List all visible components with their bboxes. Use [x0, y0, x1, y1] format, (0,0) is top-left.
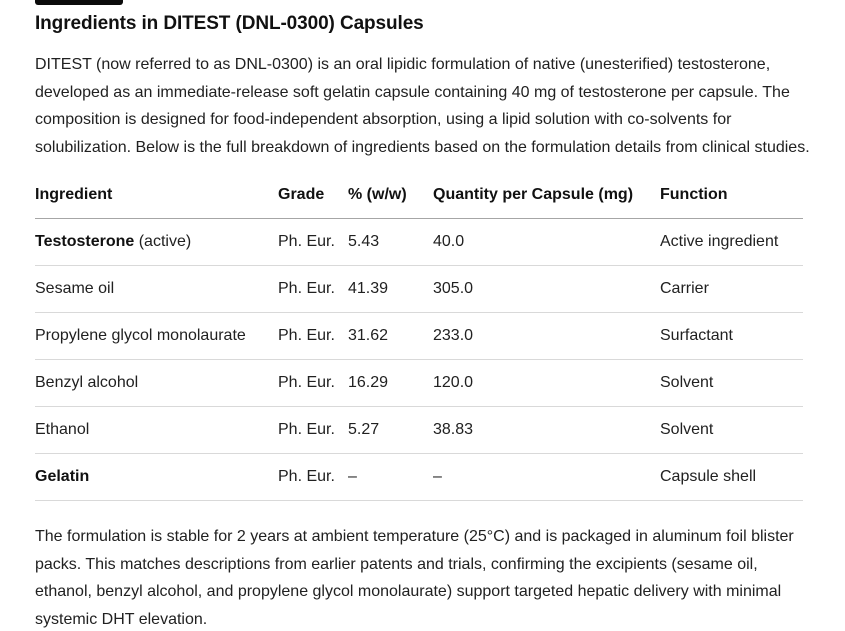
table-row: Testosterone (active) Ph. Eur. 5.43 40.0… [35, 219, 803, 266]
percent-cell: 41.39 [348, 280, 389, 297]
ingredient-name: Gelatin [35, 468, 90, 485]
quantity-cell: 40.0 [433, 233, 465, 250]
function-cell: Carrier [660, 280, 709, 297]
ingredient-name: Sesame oil [35, 280, 115, 297]
percent-cell: 31.62 [348, 327, 389, 344]
ingredient-name: Testosterone [35, 233, 135, 250]
grade-cell: Ph. Eur. [278, 327, 335, 344]
function-cell: Surfactant [660, 327, 733, 344]
ingredient-cell: Sesame oil [35, 266, 278, 313]
ingredients-table: Ingredient Grade % (w/w) Quantity per Ca… [35, 176, 803, 501]
table-row: Propylene glycol monolaurate Ph. Eur. 31… [35, 313, 803, 360]
column-header-grade: Grade [278, 186, 325, 203]
ingredient-cell: Ethanol [35, 407, 278, 454]
column-header-percent: % (w/w) [348, 186, 407, 203]
ingredient-name: Propylene glycol monolaurate [35, 327, 246, 344]
grade-cell: Ph. Eur. [278, 233, 335, 250]
ingredient-cell: Testosterone (active) [35, 219, 278, 266]
quantity-cell: – [433, 468, 442, 485]
table-row: Ethanol Ph. Eur. 5.27 38.83 Solvent [35, 407, 803, 454]
quantity-cell: 120.0 [433, 374, 474, 391]
table-row: Gelatin Ph. Eur. – – Capsule shell [35, 454, 803, 501]
ingredient-cell: Propylene glycol monolaurate [35, 313, 278, 360]
grade-cell: Ph. Eur. [278, 374, 335, 391]
ingredient-cell: Gelatin [35, 454, 278, 501]
ingredient-name: Benzyl alcohol [35, 374, 139, 391]
closing-paragraph: The formulation is stable for 2 years at… [35, 528, 794, 628]
intro-paragraph: DITEST (now referred to as DNL-0300) is … [35, 56, 810, 156]
percent-cell: 5.27 [348, 421, 380, 438]
document-content: Ingredients in DITEST (DNL-0300) Capsule… [0, 11, 845, 631]
grade-cell: Ph. Eur. [278, 280, 335, 297]
grade-cell: Ph. Eur. [278, 468, 335, 485]
clipped-element-top [35, 0, 123, 5]
column-header-quantity: Quantity per Capsule (mg) [433, 186, 634, 203]
percent-cell: 16.29 [348, 374, 389, 391]
function-cell: Solvent [660, 421, 714, 438]
ingredient-note: (active) [134, 233, 192, 250]
ingredient-cell: Benzyl alcohol [35, 360, 278, 407]
page-title: Ingredients in DITEST (DNL-0300) Capsule… [35, 13, 424, 34]
grade-cell: Ph. Eur. [278, 421, 335, 438]
column-header-function: Function [660, 186, 728, 203]
percent-cell: – [348, 468, 357, 485]
function-cell: Capsule shell [660, 468, 757, 485]
percent-cell: 5.43 [348, 233, 380, 250]
table-header-row: Ingredient Grade % (w/w) Quantity per Ca… [35, 176, 803, 219]
quantity-cell: 233.0 [433, 327, 474, 344]
table-row: Sesame oil Ph. Eur. 41.39 305.0 Carrier [35, 266, 803, 313]
function-cell: Active ingredient [660, 233, 779, 250]
column-header-ingredient: Ingredient [35, 186, 113, 203]
function-cell: Solvent [660, 374, 714, 391]
quantity-cell: 305.0 [433, 280, 474, 297]
ingredient-name: Ethanol [35, 421, 90, 438]
quantity-cell: 38.83 [433, 421, 474, 438]
table-row: Benzyl alcohol Ph. Eur. 16.29 120.0 Solv… [35, 360, 803, 407]
